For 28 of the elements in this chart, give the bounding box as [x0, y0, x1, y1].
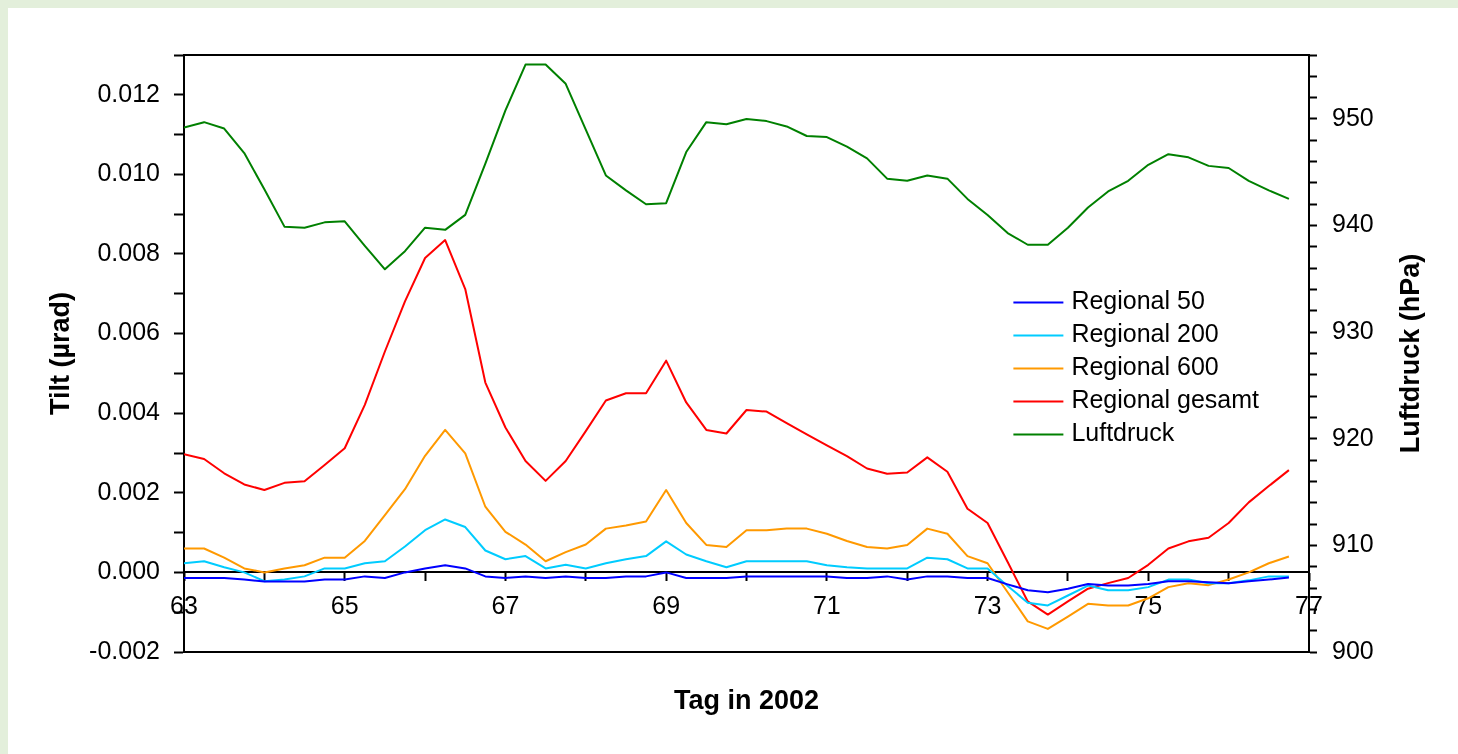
- legend-label: Regional gesamt: [1071, 385, 1260, 414]
- x-tick-label: 67: [491, 591, 520, 620]
- x-axis-title: Tag in 2002: [673, 685, 820, 716]
- y-axis-title: Tilt (µrad): [45, 291, 76, 416]
- y-tick-label: 0.000: [97, 556, 160, 585]
- y2-tick-label: 920: [1332, 422, 1374, 451]
- y-tick-label: 0.008: [97, 237, 160, 266]
- x-tick-label: 75: [1134, 591, 1163, 620]
- x-tick-label: 65: [330, 591, 359, 620]
- legend-label: Luftdruck: [1071, 418, 1175, 447]
- y-tick-label: 0.012: [97, 78, 160, 107]
- legend-label: Regional 200: [1071, 319, 1219, 348]
- x-tick-label: 73: [973, 591, 1002, 620]
- y-tick-label: 0.010: [97, 158, 160, 187]
- x-tick-label: 69: [652, 591, 681, 620]
- y-tick-label: 0.004: [97, 397, 161, 426]
- y2-tick-label: 910: [1332, 529, 1374, 558]
- y-tick-label: 0.002: [97, 476, 160, 505]
- x-tick-label: 71: [812, 591, 841, 620]
- legend-label: Regional 50: [1071, 286, 1205, 315]
- y2-tick-label: 930: [1332, 316, 1374, 345]
- y-tick-label: -0.002: [89, 635, 160, 664]
- y2-tick-label: 950: [1332, 102, 1374, 131]
- legend-label: Regional 600: [1071, 352, 1219, 381]
- y2-tick-label: 900: [1332, 635, 1374, 664]
- y-tick-label: 0.006: [97, 317, 160, 346]
- y2-tick-label: 940: [1332, 209, 1374, 238]
- y2-axis-title: Luftdruck (hPa): [1395, 253, 1426, 454]
